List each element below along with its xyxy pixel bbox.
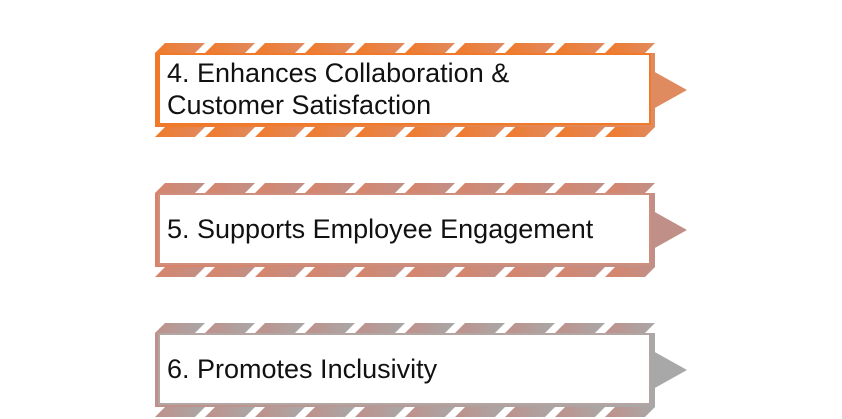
arrow-stripe [505,267,555,277]
arrow-stripe [255,183,305,193]
arrow-stripe [355,407,405,417]
step-5-arrow: 5. Supports Employee Engagement [155,183,690,279]
step-5-label: 5. Supports Employee Engagement [167,213,594,244]
arrow-stripe [255,267,305,277]
arrow-stripe [355,183,405,193]
arrow-stripe [155,407,205,417]
arrow-stripe [505,407,555,417]
arrow-stripe [205,323,255,333]
arrow-stripe [555,43,605,53]
arrow-stripe [205,43,255,53]
step-6-arrow: 6. Promotes Inclusivity [155,323,690,419]
arrow-stripe [205,267,255,277]
arrow-stripe [305,407,355,417]
arrow-stripe [205,407,255,417]
arrow-stripe [355,323,405,333]
arrow-stripe [255,127,305,137]
arrow-stripe [605,267,655,277]
arrow-stripe [205,183,255,193]
arrow-stripe [405,267,455,277]
arrow-stripe [155,127,205,137]
arrow-stripe [155,183,205,193]
arrow-stripe [355,43,405,53]
arrow-stripe [455,43,505,53]
step-4-label-box: 4. Enhances Collaboration & Customer Sat… [158,53,651,125]
arrow-stripe [505,43,555,53]
arrow-stripe [605,183,655,193]
step-4-label: 4. Enhances Collaboration & Customer Sat… [167,57,510,120]
arrow-stripe [505,183,555,193]
arrow-stripe [405,183,455,193]
arrow-stripe [405,43,455,53]
arrow-stripe [455,323,505,333]
arrow-stripe [555,407,605,417]
arrow-stripe [205,127,255,137]
arrow-stripe [255,43,305,53]
step-6-label: 6. Promotes Inclusivity [167,353,438,384]
arrow-stripe [405,407,455,417]
arrow-stripe [555,267,605,277]
arrow-stripe [505,127,555,137]
arrow-stripe [455,267,505,277]
step-4-arrow: 4. Enhances Collaboration & Customer Sat… [155,43,690,139]
arrow-head [653,71,687,109]
arrow-stripe [155,43,205,53]
step-5-label-box: 5. Supports Employee Engagement [158,193,651,265]
arrow-stripe [555,323,605,333]
step-6-label-box: 6. Promotes Inclusivity [158,333,651,405]
arrow-stripe [455,407,505,417]
arrow-stripe [605,323,655,333]
arrow-stripe [255,407,305,417]
arrow-head [653,211,687,249]
arrow-stripe [605,407,655,417]
arrow-stripe [555,183,605,193]
arrow-stripe [355,127,405,137]
arrow-stripe [455,183,505,193]
arrow-stripe [555,127,605,137]
arrow-stripe [305,267,355,277]
arrow-stripe [155,267,205,277]
arrow-stripe [305,183,355,193]
arrow-stripe [605,127,655,137]
arrow-stripe [455,127,505,137]
arrow-stripe [305,127,355,137]
arrow-stripe [405,127,455,137]
arrow-stripe [155,323,205,333]
arrow-stripe [405,323,455,333]
arrow-stripe [255,323,305,333]
arrow-stripe [305,43,355,53]
arrow-stripe [505,323,555,333]
arrow-stripe [355,267,405,277]
arrow-head [653,351,687,389]
arrow-stripe [605,43,655,53]
arrow-stripe [305,323,355,333]
